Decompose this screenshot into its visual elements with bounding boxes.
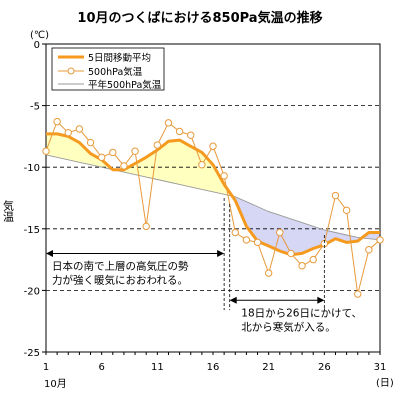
x-tick-label: 1 bbox=[43, 362, 49, 373]
legend-label: 500hPa気温 bbox=[88, 66, 143, 78]
series-point-500hpa bbox=[276, 228, 284, 237]
series-point-500hpa bbox=[342, 206, 351, 215]
series-point-500hpa bbox=[264, 269, 273, 277]
annotation-text: 北から寒気が入る。 bbox=[241, 320, 336, 333]
y-axis-label: 気温 bbox=[2, 199, 15, 222]
series-point-500hpa bbox=[187, 131, 195, 139]
y-tick-label: -10 bbox=[24, 163, 40, 174]
series-point-500hpa bbox=[175, 127, 184, 136]
series-point-500hpa bbox=[376, 236, 384, 244]
series-point-500hpa bbox=[253, 238, 262, 247]
x-tick-label: 16 bbox=[207, 362, 220, 373]
y-tick-label: -20 bbox=[24, 286, 40, 297]
series-point-500hpa bbox=[331, 191, 340, 200]
series-point-500hpa bbox=[53, 117, 61, 126]
x-unit-label: (日) bbox=[376, 378, 394, 389]
month-label: 10月 bbox=[44, 378, 67, 390]
y-unit-label: (℃) bbox=[30, 30, 49, 41]
x-tick-label: 26 bbox=[318, 362, 331, 373]
series-point-500hpa bbox=[86, 138, 95, 147]
series-point-500hpa bbox=[97, 153, 106, 162]
series-point-500hpa bbox=[42, 147, 50, 155]
annotation-arrow-head-right bbox=[217, 249, 225, 257]
series-point-500hpa bbox=[354, 290, 362, 298]
x-tick-label: 21 bbox=[262, 362, 275, 373]
annotation-arrow-head-left bbox=[46, 249, 53, 257]
series-layer bbox=[42, 117, 384, 298]
series-point-500hpa bbox=[120, 162, 128, 170]
fill-regions bbox=[46, 133, 380, 255]
series-point-500hpa bbox=[142, 222, 150, 231]
series-point-500hpa bbox=[109, 148, 117, 157]
x-tick-label: 11 bbox=[151, 362, 164, 373]
series-point-500hpa bbox=[365, 246, 373, 254]
legend-label: 5日間移動平均 bbox=[88, 52, 151, 64]
x-tick-label: 6 bbox=[98, 362, 104, 373]
series-point-500hpa bbox=[298, 262, 306, 270]
series-point-500hpa bbox=[75, 125, 84, 133]
annotation-arrow-head-right bbox=[317, 296, 325, 304]
y-tick-label: -5 bbox=[30, 102, 40, 113]
annotation-arrow-head-left bbox=[229, 296, 237, 304]
y-tick-label: -15 bbox=[24, 225, 40, 236]
series-point-500hpa bbox=[131, 147, 139, 155]
legend-marker-500hpa bbox=[67, 67, 75, 75]
axes: 0-5-10-15-20-251 6 11 16 21 26 31 bbox=[24, 40, 387, 373]
y-tick-label: 0 bbox=[34, 40, 40, 51]
series-point-500hpa bbox=[164, 119, 173, 127]
series-point-500hpa bbox=[64, 129, 72, 137]
y-tick-label: -25 bbox=[24, 348, 40, 359]
series-point-500hpa bbox=[309, 255, 317, 264]
series-point-500hpa bbox=[220, 172, 228, 180]
series-point-500hpa bbox=[242, 236, 251, 244]
annotation-text: 18日から26日にかけて、 bbox=[241, 307, 362, 319]
series-point-500hpa bbox=[198, 161, 206, 169]
series-point-500hpa bbox=[153, 141, 162, 149]
series-line-normal bbox=[45, 154, 381, 241]
chart-title: 10月のつくばにおける850Pa気温の推移 bbox=[77, 10, 322, 26]
x-tick-label: 31 bbox=[374, 362, 387, 373]
series-point-500hpa bbox=[287, 249, 295, 258]
annotation-text: 力が強く暖気におおわれる。 bbox=[52, 273, 188, 286]
series-point-500hpa bbox=[231, 228, 239, 237]
legend-label: 平年500hPa気温 bbox=[88, 79, 162, 91]
annotation-text: 日本の南で上層の高気圧の勢 bbox=[52, 259, 189, 272]
series-point-500hpa bbox=[209, 142, 217, 150]
